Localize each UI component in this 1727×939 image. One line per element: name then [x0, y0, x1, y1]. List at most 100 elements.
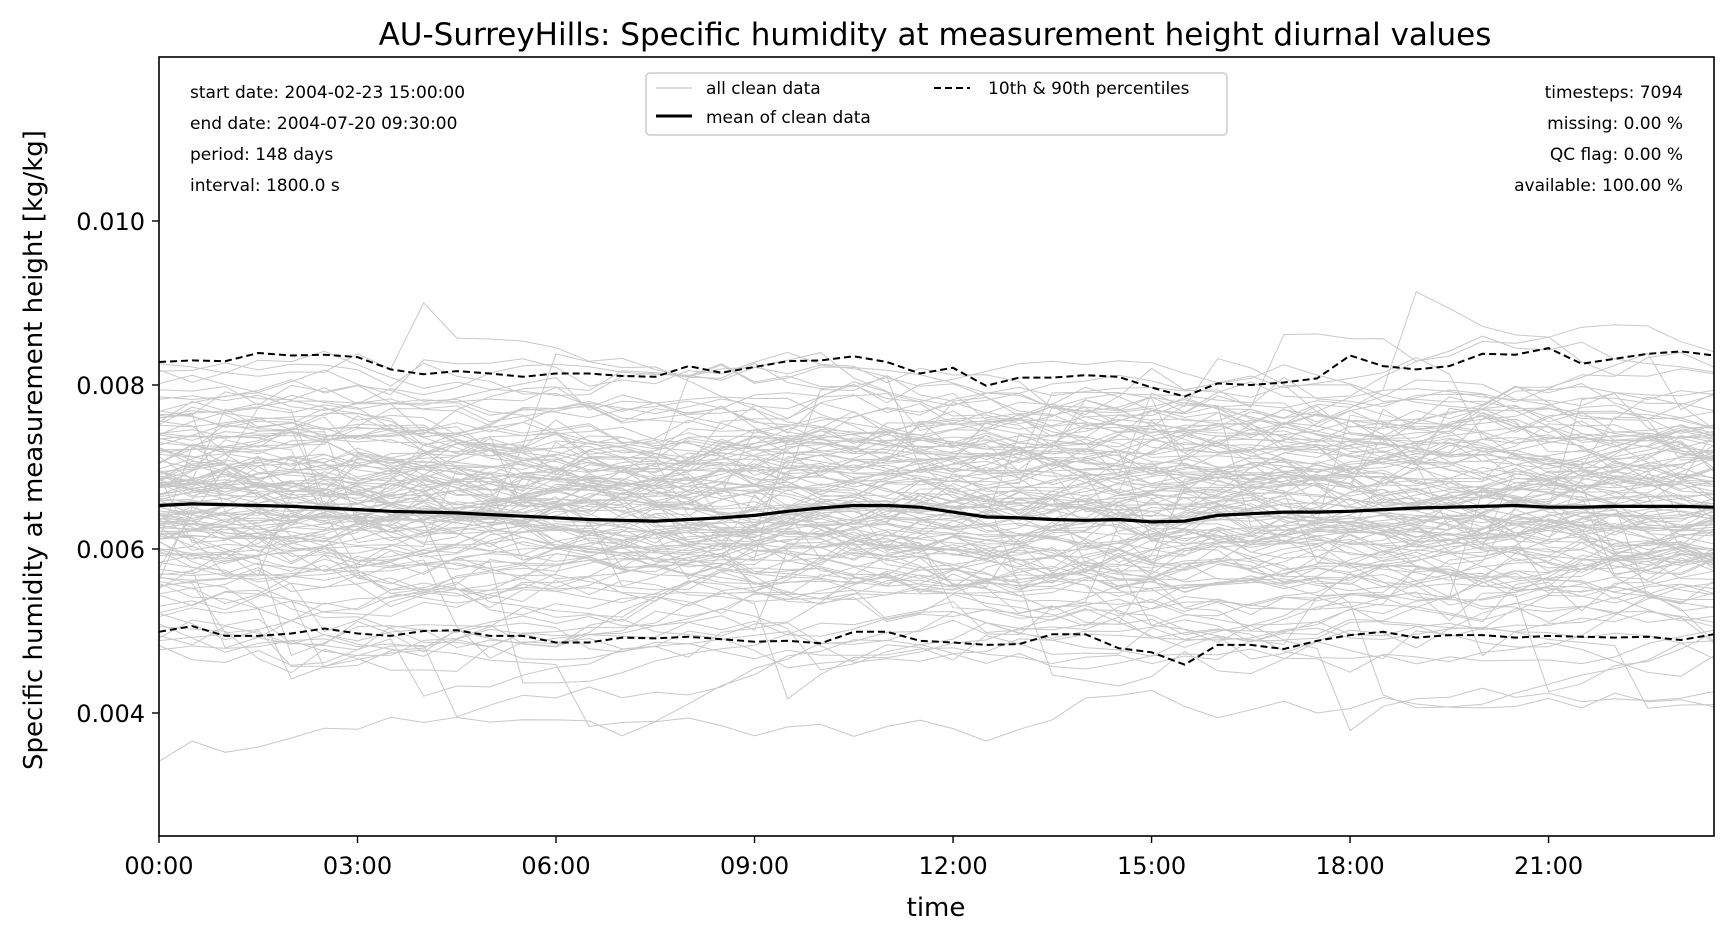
clean-data-line	[158, 376, 1715, 452]
clean-data-line	[158, 546, 1715, 649]
y-axis-label: Specific humidity at measurement height …	[19, 130, 49, 770]
clean-data-line	[158, 357, 1715, 440]
main-lines-group	[158, 347, 1715, 666]
clean-data-line	[158, 467, 1715, 534]
clean-data-line	[158, 335, 1715, 413]
clean-data-line	[158, 351, 1715, 428]
info-period: period: 148 days	[190, 145, 333, 165]
chart-title: AU-SurreyHills: Specific humidity at mea…	[379, 17, 1492, 53]
legend: all clean data mean of clean data 10th &…	[645, 72, 1228, 136]
x-tick-label: 00:00	[124, 852, 193, 880]
legend-box	[645, 72, 1228, 136]
clean-data-line	[158, 415, 1715, 543]
info-timesteps: timesteps: 7094	[1545, 83, 1683, 103]
clean-data-line	[158, 445, 1715, 552]
clean-data-line	[158, 541, 1715, 669]
clean-data-line	[158, 550, 1715, 684]
info-right: timesteps: 7094 missing: 0.00 % QC flag:…	[1514, 83, 1683, 196]
clean-data-line	[158, 574, 1715, 709]
clean-data-line	[158, 431, 1715, 482]
plot-area-frame	[158, 56, 1715, 837]
clean-data-line	[158, 507, 1715, 627]
y-tick-label: 0.006	[76, 536, 145, 564]
clean-data-line	[158, 408, 1715, 531]
clean-data-line	[158, 392, 1715, 470]
clean-data-line	[158, 628, 1715, 732]
x-tick-label: 06:00	[521, 852, 590, 880]
x-tick-label: 18:00	[1315, 852, 1384, 880]
clean-data-line	[158, 423, 1715, 491]
clean-data-line	[158, 418, 1715, 500]
clean-data-line	[158, 501, 1715, 631]
clean-data-line	[158, 430, 1715, 511]
clean-data-line	[158, 394, 1715, 488]
clean-data-line	[158, 405, 1715, 524]
clean-data-line	[158, 408, 1715, 514]
clean-data-line	[158, 363, 1715, 480]
clean-data-line	[158, 618, 1715, 677]
x-tick-label: 09:00	[720, 852, 789, 880]
x-tick-label: 15:00	[1117, 852, 1186, 880]
info-start-date: start date: 2004-02-23 15:00:00	[190, 83, 465, 103]
info-missing: missing: 0.00 %	[1547, 114, 1683, 134]
legend-label-all-clean-data: all clean data	[706, 79, 821, 99]
clean-data-line	[158, 566, 1715, 709]
clean-data-line	[158, 394, 1715, 480]
clean-data-line	[158, 483, 1715, 572]
background-lines-group	[158, 291, 1715, 762]
clean-data-line	[158, 404, 1715, 561]
info-end-date: end date: 2004-07-20 09:30:00	[190, 114, 457, 134]
y-tick-label: 0.004	[76, 700, 145, 728]
clean-data-line	[158, 462, 1715, 554]
clean-data-line	[158, 503, 1715, 572]
y-tick-label: 0.008	[76, 372, 145, 400]
y-axis: 0.004 0.006 0.008 0.010	[76, 208, 159, 728]
x-axis: 00:00 03:00 06:00 09:00 12:00 15:00 18:00 21:00	[124, 836, 1583, 880]
clean-data-line	[158, 443, 1715, 553]
clean-data-line	[158, 426, 1715, 477]
clean-data-line	[158, 589, 1715, 648]
clean-data-line	[158, 324, 1715, 444]
clean-data-line	[158, 587, 1715, 671]
clean-data-line	[158, 528, 1715, 612]
clean-data-line	[158, 377, 1715, 450]
clean-data-line	[158, 519, 1715, 643]
clean-data-line	[158, 510, 1715, 602]
x-tick-label: 21:00	[1514, 852, 1583, 880]
clean-data-line	[158, 395, 1715, 527]
clean-data-line	[158, 547, 1715, 606]
clean-data-line	[158, 466, 1715, 585]
x-tick-label: 12:00	[918, 852, 987, 880]
info-left: start date: 2004-02-23 15:00:00 end date…	[190, 83, 465, 196]
x-tick-label: 03:00	[323, 852, 392, 880]
clean-data-line	[158, 302, 1715, 443]
clean-data-line	[158, 500, 1715, 591]
clean-data-line	[158, 595, 1715, 728]
mean-line	[158, 502, 1715, 524]
clean-data-line	[158, 468, 1715, 560]
clean-data-line	[158, 508, 1715, 588]
clean-data-line	[158, 524, 1715, 657]
clean-data-line	[158, 363, 1715, 466]
clean-data-line	[158, 393, 1715, 700]
clean-data-line	[158, 440, 1715, 517]
clean-data-line	[158, 596, 1715, 697]
clean-data-line	[158, 434, 1715, 532]
clean-data-line	[158, 404, 1715, 497]
info-interval: interval: 1800.0 s	[190, 176, 340, 196]
y-tick-label: 0.010	[76, 208, 145, 236]
clean-data-line	[158, 400, 1715, 458]
clean-data-line	[158, 689, 1715, 762]
info-available: available: 100.00 %	[1514, 176, 1683, 196]
clean-data-line	[158, 520, 1715, 605]
clean-data-line	[158, 419, 1715, 513]
clean-data-line	[158, 364, 1715, 438]
x-axis-label: time	[907, 893, 966, 923]
clean-data-line	[158, 379, 1715, 525]
legend-label-percentiles: 10th & 90th percentiles	[988, 79, 1190, 99]
info-qc-flag: QC flag: 0.00 %	[1550, 145, 1683, 165]
clean-data-line	[158, 401, 1715, 502]
clean-data-line	[158, 430, 1715, 520]
clean-data-line	[158, 552, 1715, 657]
